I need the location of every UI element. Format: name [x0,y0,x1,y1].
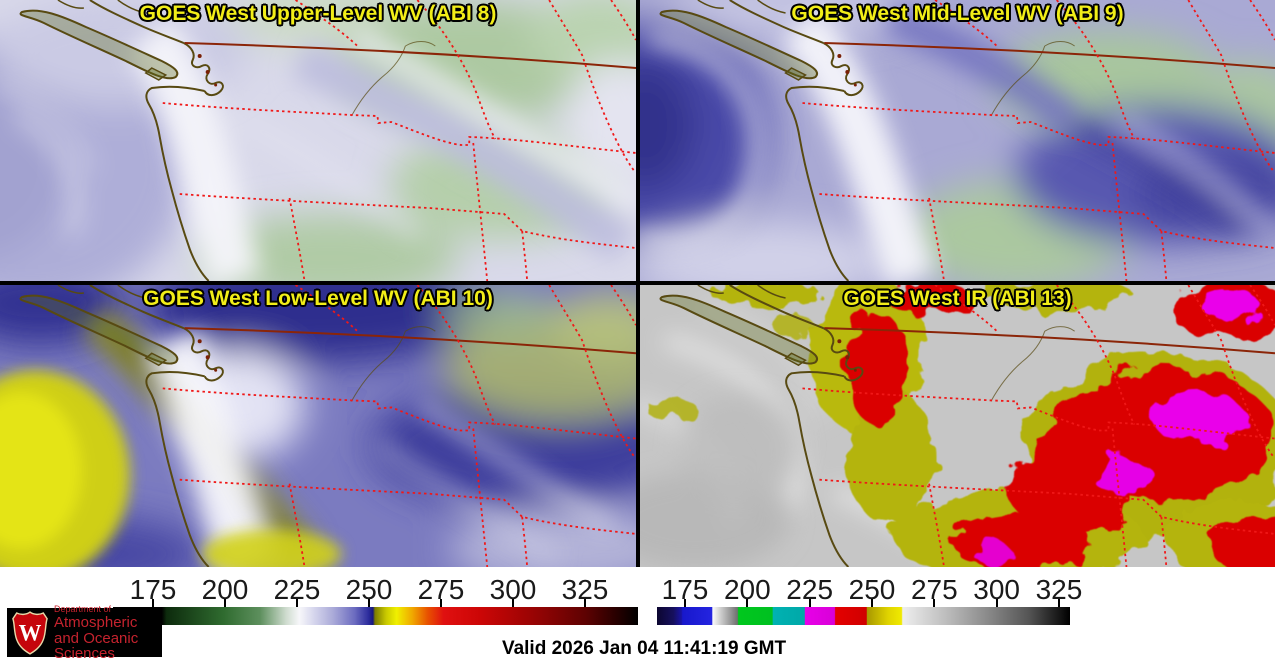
panel-mid-level-wv: GOES West Mid-Level WV (ABI 9) [640,0,1275,281]
valid-time-label: Valid 2026 Jan 04 11:41:19 GMT [501,638,787,659]
panel-ir: GOES West IR (ABI 13) [640,285,1275,567]
satellite-image-abi10 [0,285,636,567]
logo-name-line1: Atmospheric [54,613,138,631]
logo-name-line2: and Oceanic Sciences [54,629,139,659]
logo-text: Department of Atmospheric and Oceanic Sc… [54,603,162,659]
colorbar-tick [224,599,226,607]
colorbar-tick [584,599,586,607]
uw-crest-icon: W [12,610,48,655]
colorbar-tick [440,599,442,607]
colorbar-tick [1057,599,1060,607]
colorbar-tick [368,599,370,607]
colorbar-tick [152,599,154,607]
colorbar-tick [933,599,936,607]
ir-colorbar [657,607,1070,625]
panel-title-abi9: GOES West Mid-Level WV (ABI 9) [791,2,1124,25]
panel-title-abi8: GOES West Upper-Level WV (ABI 8) [139,2,497,25]
satellite-image-abi8 [0,0,636,281]
colorbar-tick [684,599,686,607]
colorbar-tick [870,599,873,607]
colorbar-tick [995,599,998,607]
uw-aos-logo: W Department of Atmospheric and Oceanic … [7,603,162,659]
panel-title-abi10: GOES West Low-Level WV (ABI 10) [143,287,493,310]
satellite-image-abi13 [640,285,1275,567]
logo-department-label: Department of [54,603,112,614]
colorbar-tick [808,599,811,607]
satellite-image-abi9 [640,0,1275,281]
colorbar-strip: W Department of Atmospheric and Oceanic … [0,567,1275,659]
panel-title-abi13: GOES West IR (ABI 13) [843,287,1072,310]
panel-upper-level-wv: GOES West Upper-Level WV (ABI 8) [0,0,636,281]
colorbar-tick [746,599,749,607]
wv-colorbar [113,607,638,625]
colorbar-tick [512,599,514,607]
crest-letter: W [19,620,42,645]
colorbar-tick [296,599,298,607]
panel-low-level-wv: GOES West Low-Level WV (ABI 10) [0,285,636,567]
